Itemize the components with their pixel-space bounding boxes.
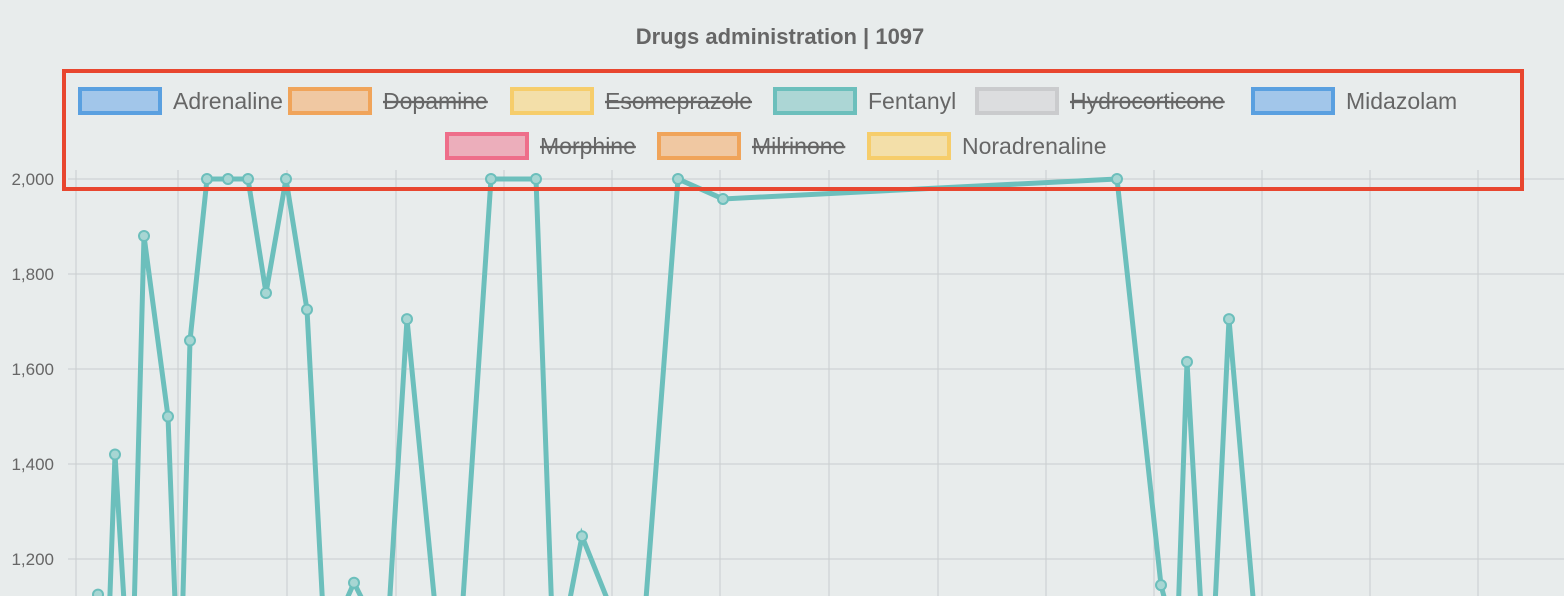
legend-item-morphine[interactable]: Morphine (445, 132, 636, 160)
grid-lines (68, 170, 1564, 596)
data-point[interactable] (576, 530, 588, 543)
data-point[interactable] (201, 173, 213, 185)
legend: Adrenaline Dopamine Esomeprazole Fentanyl Hy… (78, 87, 1457, 160)
legend-item-esomeprazole[interactable]: Esomeprazole (510, 87, 752, 115)
legend-item-milrinone[interactable]: Milrinone (657, 132, 845, 160)
legend-swatch (773, 87, 857, 115)
data-point[interactable] (162, 410, 174, 423)
data-point[interactable] (242, 173, 254, 185)
data-point[interactable] (109, 448, 121, 461)
legend-label: Hydrocorticone (1070, 88, 1225, 114)
y-tick-label: 2,000 (11, 170, 54, 189)
data-point[interactable] (348, 576, 360, 589)
data-point[interactable] (401, 313, 413, 326)
series-line-fentanyl (93, 175, 1256, 596)
legend-label: Noradrenaline (962, 133, 1106, 159)
legend-item-noradrenaline[interactable]: Noradrenaline (867, 132, 1106, 160)
data-point[interactable] (92, 588, 104, 596)
data-point[interactable] (530, 173, 542, 185)
legend-item-dopamine[interactable]: Dopamine (288, 87, 488, 115)
data-point[interactable] (1181, 355, 1193, 368)
legend-label: Morphine (540, 133, 636, 159)
legend-label: Esomeprazole (605, 88, 752, 114)
legend-swatch (657, 132, 741, 160)
legend-swatch (975, 87, 1059, 115)
legend-item-adrenaline[interactable]: Adrenaline (78, 87, 283, 115)
legend-item-hydrocorticone[interactable]: Hydrocorticone (975, 87, 1225, 115)
legend-label: Midazolam (1346, 88, 1457, 114)
data-point[interactable] (184, 334, 196, 347)
legend-swatch (510, 87, 594, 115)
data-point[interactable] (222, 173, 234, 185)
legend-item-midazolam[interactable]: Midazolam (1251, 87, 1457, 115)
legend-highlight-box (62, 69, 1524, 191)
legend-label: Adrenaline (173, 88, 283, 114)
y-axis-ticks: 2,000 1,800 1,600 1,400 1,200 (11, 170, 54, 569)
legend-swatch (78, 87, 162, 115)
data-point[interactable] (672, 173, 684, 185)
y-tick-label: 1,600 (11, 360, 54, 379)
legend-label: Milrinone (752, 133, 845, 159)
data-point[interactable] (717, 192, 729, 205)
y-tick-label: 1,400 (11, 455, 54, 474)
legend-label: Dopamine (383, 88, 488, 114)
data-point[interactable] (260, 287, 272, 299)
legend-swatch (445, 132, 529, 160)
data-point[interactable] (1111, 173, 1123, 185)
data-point[interactable] (138, 230, 150, 242)
legend-item-fentanyl[interactable]: Fentanyl (773, 87, 956, 115)
data-point[interactable] (301, 303, 313, 316)
legend-label: Fentanyl (868, 88, 956, 114)
legend-swatch (867, 132, 951, 160)
series-layer (92, 173, 1256, 596)
legend-swatch (1251, 87, 1335, 115)
y-tick-label: 1,800 (11, 265, 54, 284)
data-point[interactable] (1155, 579, 1167, 592)
data-point[interactable] (485, 173, 497, 185)
data-point[interactable] (280, 173, 292, 185)
data-point[interactable] (1223, 313, 1235, 326)
legend-swatch (288, 87, 372, 115)
y-tick-label: 1,200 (11, 550, 54, 569)
chart-title: Drugs administration | 1097 (636, 24, 925, 49)
